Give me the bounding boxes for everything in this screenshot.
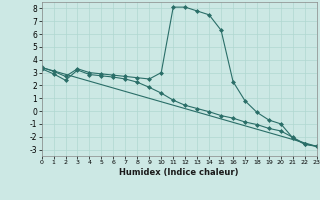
X-axis label: Humidex (Indice chaleur): Humidex (Indice chaleur) bbox=[119, 168, 239, 177]
